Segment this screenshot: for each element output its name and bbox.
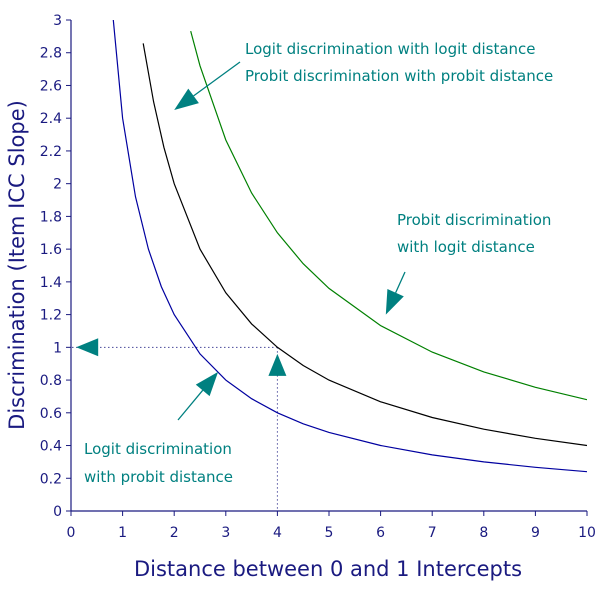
x-tick-label: 10 xyxy=(578,525,596,541)
y-axis-title: Discrimination (Item ICC Slope) xyxy=(5,100,29,430)
y-tick-label: 2 xyxy=(53,177,62,193)
y-tick-label: 0.8 xyxy=(40,373,62,389)
x-tick-label: 8 xyxy=(479,525,488,541)
y-tick-label: 2.2 xyxy=(40,144,62,160)
annotation-3-line-1: Logit discrimination xyxy=(84,440,232,458)
x-tick-label: 1 xyxy=(118,525,127,541)
y-tick-label: 1.4 xyxy=(40,275,62,291)
annotation-arrowhead-3 xyxy=(195,371,219,397)
annotation-arrow-line-3 xyxy=(177,389,204,421)
x-axis-title: Distance between 0 and 1 Intercepts xyxy=(134,557,522,581)
annotation-arrow-line-2 xyxy=(395,271,406,293)
series-line-2 xyxy=(142,43,587,447)
series-line-1 xyxy=(112,20,587,473)
y-tick-label: 2.4 xyxy=(40,111,62,127)
annotation-1-line-1: Logit discrimination with logit distance xyxy=(245,40,536,58)
annotation-arrowhead-2 xyxy=(385,289,404,315)
y-tick-label: 0.6 xyxy=(40,406,62,422)
y-tick-label: 0.4 xyxy=(40,439,62,455)
x-tick-label: 4 xyxy=(273,525,282,541)
annotation-arrowhead-1 xyxy=(174,88,199,110)
y-tick-label: 0.2 xyxy=(40,471,62,487)
plot-area: 0 1 2 3 4 5 6 7 8 9 10 0 0.2 0.4 0.6 0.8 1 1.2 1.4 1.6 1.8 2 2… xyxy=(40,13,596,541)
y-tick-label: 1.6 xyxy=(40,242,62,258)
annotation-2-line-1: Probit discrimination xyxy=(397,211,551,229)
x-tick-label: 5 xyxy=(325,525,334,541)
x-tick-label: 7 xyxy=(428,525,437,541)
y-tick-label: 0 xyxy=(53,504,62,520)
annotation-1-line-2: Probit discrimination with probit distan… xyxy=(245,67,553,85)
annotation-2-line-2: with logit distance xyxy=(397,238,535,256)
annotations: Logit discrimination with logit distance… xyxy=(76,40,553,486)
y-tick-label: 2.8 xyxy=(40,46,62,62)
x-tick-label: 2 xyxy=(170,525,179,541)
y-tick-label: 2.6 xyxy=(40,78,62,94)
marker-arrow-up xyxy=(268,353,287,376)
x-tick-label: 3 xyxy=(221,525,230,541)
y-tick-label: 1.8 xyxy=(40,209,62,225)
y-tick-label: 3 xyxy=(53,13,62,29)
marker-arrow-left xyxy=(76,338,99,357)
y-tick-label: 1.2 xyxy=(40,308,62,324)
annotation-arrow-line-1 xyxy=(193,61,241,97)
x-tick-label: 9 xyxy=(531,525,540,541)
annotation-3-line-2: with probit distance xyxy=(84,468,233,486)
series-line-3 xyxy=(190,30,587,401)
x-tick-label: 6 xyxy=(376,525,385,541)
y-tick-label: 1 xyxy=(53,340,62,356)
x-tick-label: 0 xyxy=(67,525,76,541)
